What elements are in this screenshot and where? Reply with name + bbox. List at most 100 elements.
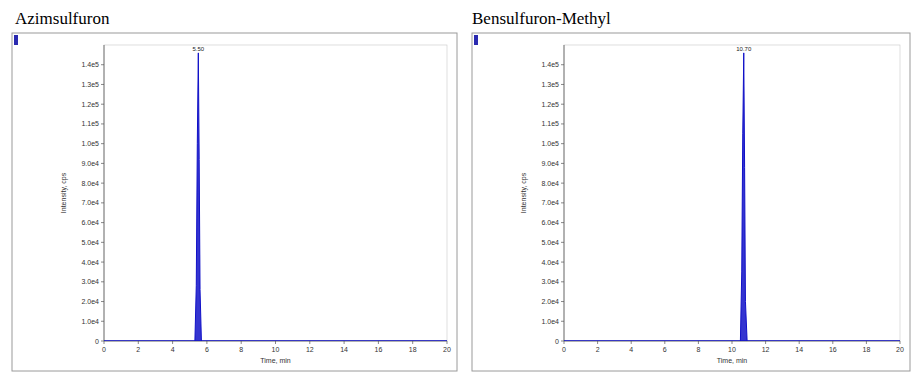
y-tick [561, 281, 564, 282]
x-axis-label: Time, min [260, 357, 291, 364]
y-tick [561, 163, 564, 164]
y-axis-label: Intensity, cps [520, 172, 528, 213]
x-tick [206, 341, 207, 344]
y-tick [561, 242, 564, 243]
x-tick-label: 6 [205, 346, 209, 353]
y-tick [101, 163, 104, 164]
x-tick [138, 341, 139, 344]
x-tick [104, 341, 105, 344]
y-tick [101, 262, 104, 263]
y-tick-label: 6.0e4 [81, 219, 99, 226]
x-tick-label: 18 [863, 346, 871, 353]
y-tick [101, 183, 104, 184]
y-tick [101, 143, 104, 144]
y-tick [101, 301, 104, 302]
y-tick [101, 104, 104, 105]
y-tick [561, 301, 564, 302]
y-tick-label: 1.4e5 [81, 61, 99, 68]
y-tick-label: 7.0e4 [541, 199, 559, 206]
x-tick [241, 341, 242, 344]
y-tick [561, 104, 564, 105]
x-tick-label: 10 [272, 346, 280, 353]
y-tick-label: 3.0e4 [81, 278, 99, 285]
y-tick [101, 242, 104, 243]
y-tick-label: 3.0e4 [541, 278, 559, 285]
x-tick-label: 4 [171, 346, 175, 353]
x-tick [275, 341, 276, 344]
plot-frame [104, 45, 447, 341]
x-tick [799, 341, 800, 344]
data-group [104, 53, 447, 341]
x-tick [597, 341, 598, 344]
x-tick-label: 16 [375, 346, 383, 353]
x-tick [447, 341, 448, 344]
y-tick [561, 183, 564, 184]
panel-frame [12, 33, 457, 371]
x-tick-label: 16 [829, 346, 837, 353]
x-tick-label: 2 [596, 346, 600, 353]
y-tick-label: 1.1e5 [81, 120, 99, 127]
y-tick-label: 5.0e4 [541, 239, 559, 246]
chart-panel: Azimsulfuron01.0e42.0e43.0e44.0e45.0e46.… [12, 9, 457, 371]
x-tick [698, 341, 699, 344]
y-tick-label: 9.0e4 [541, 160, 559, 167]
x-tick-label: 12 [306, 346, 314, 353]
panel-icon [474, 35, 478, 45]
y-tick-label: 1.0e5 [541, 140, 559, 147]
y-tick [561, 64, 564, 65]
x-tick [631, 341, 632, 344]
x-tick-label: 20 [443, 346, 451, 353]
y-tick-label: 1.3e5 [541, 81, 559, 88]
y-axis-label: Intensity, cps [60, 172, 68, 213]
x-tick [664, 341, 665, 344]
y-tick [561, 202, 564, 203]
x-tick-label: 12 [762, 346, 770, 353]
x-tick [412, 341, 413, 344]
chart-title: Bensulfuron-Methyl [472, 9, 611, 28]
x-tick-label: 0 [102, 346, 106, 353]
y-tick [101, 281, 104, 282]
plot-frame [564, 45, 900, 341]
y-tick-label: 6.0e4 [541, 219, 559, 226]
y-tick [561, 222, 564, 223]
y-tick-label: 9.0e4 [81, 160, 99, 167]
y-tick-label: 1.0e5 [81, 140, 99, 147]
chromatogram-peak [564, 53, 900, 341]
chromatogram-peak [104, 53, 447, 341]
y-tick [101, 123, 104, 124]
x-tick-label: 14 [340, 346, 348, 353]
y-tick-label: 8.0e4 [81, 180, 99, 187]
peak-label: 10.70 [736, 46, 752, 52]
chart-title: Azimsulfuron [15, 9, 110, 28]
y-tick-label: 1.2e5 [541, 101, 559, 108]
x-tick-label: 14 [795, 346, 803, 353]
y-tick-label: 1.3e5 [81, 81, 99, 88]
y-tick [101, 321, 104, 322]
x-tick [732, 341, 733, 344]
data-group [564, 53, 900, 341]
x-tick [765, 341, 766, 344]
panel-icon [14, 35, 18, 45]
y-tick-label: 2.0e4 [81, 298, 99, 305]
y-tick-label: 0 [555, 338, 559, 345]
x-tick [564, 341, 565, 344]
chart-panel: Bensulfuron-Methyl01.0e42.0e43.0e44.0e45… [472, 9, 910, 371]
y-tick-label: 1.0e4 [81, 318, 99, 325]
y-tick-label: 1.4e5 [541, 61, 559, 68]
x-tick [309, 341, 310, 344]
y-tick [101, 202, 104, 203]
x-tick [172, 341, 173, 344]
x-axis-label: Time, min [717, 357, 748, 364]
y-tick-label: 1.0e4 [541, 318, 559, 325]
y-tick-label: 0 [95, 338, 99, 345]
y-tick [561, 123, 564, 124]
y-tick [561, 84, 564, 85]
y-tick-label: 4.0e4 [81, 259, 99, 266]
y-tick-label: 1.2e5 [81, 101, 99, 108]
peak-label: 5.50 [192, 46, 204, 52]
y-tick [561, 262, 564, 263]
x-tick [900, 341, 901, 344]
y-tick [101, 84, 104, 85]
y-tick [561, 341, 564, 342]
y-tick [101, 64, 104, 65]
